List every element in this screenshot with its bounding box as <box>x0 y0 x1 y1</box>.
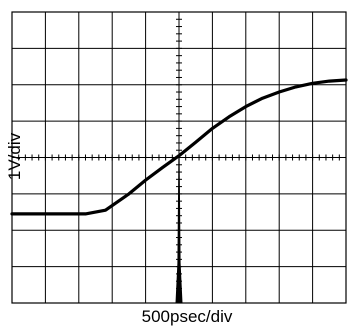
y-axis-label: 1V/div <box>5 132 24 180</box>
trigger-spike <box>175 155 183 303</box>
x-axis-label: 500psec/div <box>142 307 233 326</box>
signal-trace <box>10 78 348 216</box>
trace-layer <box>10 78 348 303</box>
plot-frame <box>11 11 347 304</box>
